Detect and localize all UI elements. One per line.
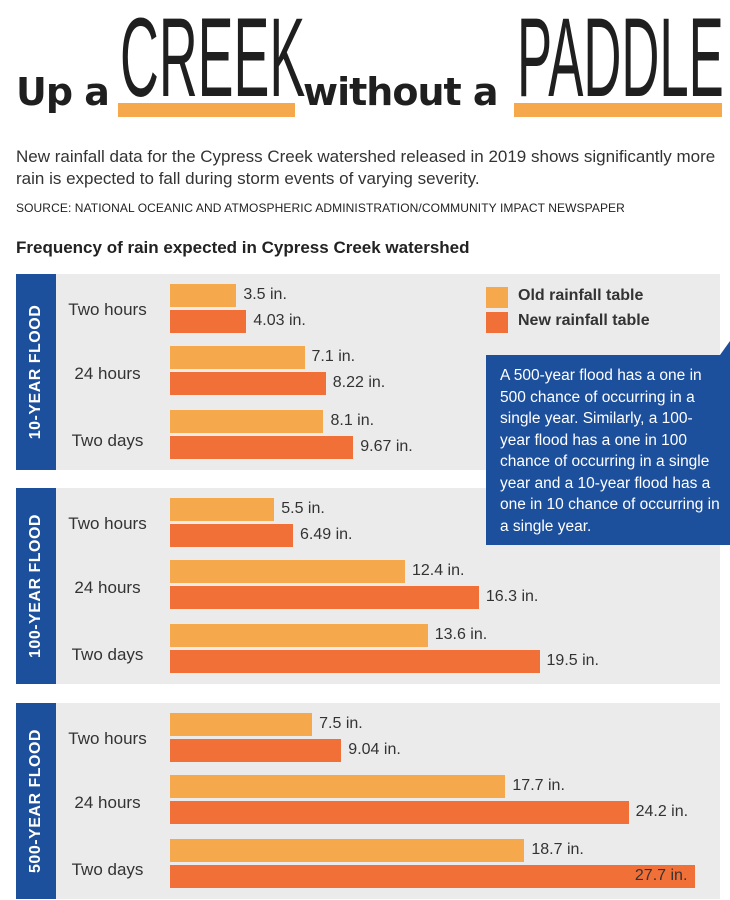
- flood-panel-sidebar: 10-YEAR FLOOD: [16, 274, 56, 470]
- duration-label: 24 hours: [74, 793, 141, 812]
- legend-swatch-new: [486, 312, 508, 333]
- value-label-new: 4.03 in.: [253, 312, 306, 329]
- duration-label: 24 hours: [74, 364, 141, 383]
- bar-new-rainfall: [170, 524, 293, 547]
- chart-title: Frequency of rain expected in Cypress Cr…: [16, 238, 470, 257]
- bar-new-rainfall: [170, 865, 695, 888]
- value-label-old: 8.1 in.: [330, 412, 375, 429]
- value-label-old: 5.5 in.: [281, 500, 325, 517]
- bar-old-rainfall: [170, 775, 506, 798]
- bar-new-rainfall: [170, 739, 342, 762]
- duration-label: Two days: [71, 645, 144, 664]
- flood-panel-sidebar: 100-YEAR FLOOD: [16, 488, 56, 684]
- bar-old-rainfall: [170, 713, 313, 736]
- duration-label: Two hours: [68, 729, 147, 748]
- callout-arrow: [720, 341, 730, 355]
- value-label-new: 6.49 in.: [299, 526, 353, 543]
- value-label-new: 27.7 in.: [634, 867, 688, 884]
- value-label-old: 12.4 in.: [411, 562, 465, 579]
- bar-new-rainfall: [170, 801, 629, 824]
- legend-label-new: New rainfall table: [518, 312, 650, 329]
- duration-label: 24 hours: [74, 578, 141, 597]
- duration-label: Two days: [71, 431, 144, 450]
- bar-new-rainfall: [170, 650, 540, 673]
- bar-new-rainfall: [170, 372, 326, 395]
- value-label-old: 7.5 in.: [319, 715, 363, 732]
- value-label-new: 9.04 in.: [348, 741, 401, 758]
- duration-label: Two days: [71, 860, 144, 879]
- duration-label: Two hours: [68, 514, 147, 533]
- headline-underline: [514, 103, 722, 117]
- value-label-old: 7.1 in.: [311, 348, 356, 365]
- bar-old-rainfall: [170, 498, 275, 521]
- headline-underline: [118, 103, 295, 117]
- headline-creek: CREEK: [120, 0, 306, 120]
- legend-label-old: Old rainfall table: [518, 287, 644, 304]
- bar-old-rainfall: [170, 560, 405, 583]
- bar-old-rainfall: [170, 346, 305, 369]
- value-label-new: 19.5 in.: [546, 652, 599, 669]
- headline-part-3: without a: [303, 70, 499, 114]
- headline-part-1: Up a: [16, 70, 110, 114]
- value-label-old: 18.7 in.: [531, 841, 584, 858]
- headline: Up a CREEK without a PADDLE: [0, 0, 730, 130]
- bar-new-rainfall: [170, 436, 354, 459]
- value-label-new: 16.3 in.: [485, 588, 539, 605]
- bar-old-rainfall: [170, 284, 237, 307]
- flood-panel-sidebar: 500-YEAR FLOOD: [16, 703, 56, 899]
- value-label-new: 8.22 in.: [332, 374, 386, 391]
- headline-paddle: PADDLE: [517, 0, 724, 120]
- bar-old-rainfall: [170, 410, 324, 433]
- bar-new-rainfall: [170, 310, 247, 333]
- bar-old-rainfall: [170, 839, 525, 862]
- bar-new-rainfall: [170, 586, 479, 609]
- value-label-old: 13.6 in.: [434, 626, 488, 643]
- callout-text: A 500-year flood has a one in 500 chance…: [500, 367, 720, 535]
- legend-swatch-old: [486, 287, 508, 308]
- deck-text: New rainfall data for the Cypress Creek …: [16, 147, 716, 188]
- value-label-old: 17.7 in.: [512, 777, 565, 794]
- value-label-old: 3.5 in.: [243, 286, 287, 303]
- flood-explainer-callout: A 500-year flood has a one in 500 chance…: [486, 341, 730, 545]
- value-label-new: 9.67 in.: [360, 438, 413, 455]
- value-label-new: 24.2 in.: [635, 803, 689, 820]
- duration-label: Two hours: [68, 300, 147, 319]
- source-line: SOURCE: NATIONAL OCEANIC AND ATMOSPHERIC…: [16, 201, 625, 215]
- bar-old-rainfall: [170, 624, 428, 647]
